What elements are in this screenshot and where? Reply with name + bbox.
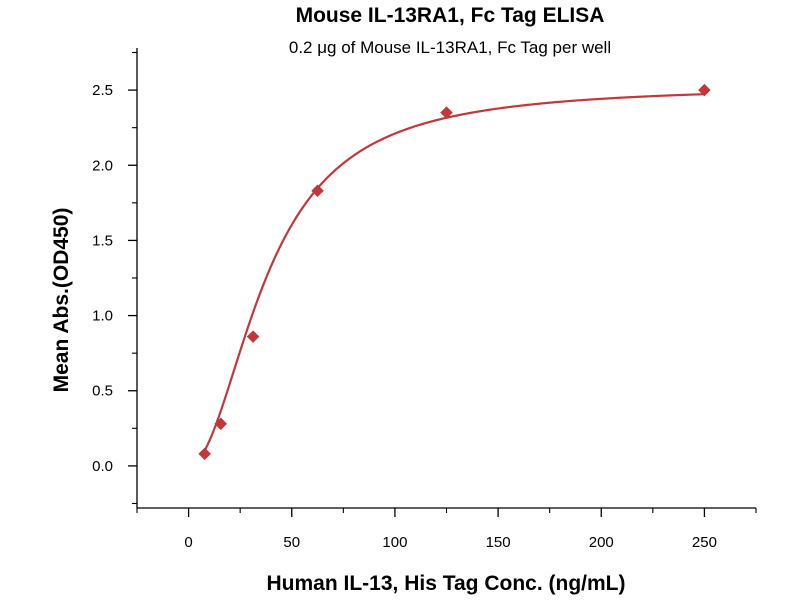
x-tick-label: 150 — [486, 534, 511, 551]
chart-title: Mouse IL-13RA1, Fc Tag ELISA — [295, 4, 605, 27]
y-tick-label: 0.5 — [92, 383, 113, 400]
x-axis-title: Human IL-13, His Tag Conc. (ng/mL) — [267, 572, 626, 595]
y-axis-title: Mean Abs.(OD450) — [50, 208, 73, 393]
y-tick-label: 1.5 — [92, 232, 113, 249]
fit-curve-layer — [203, 93, 705, 452]
data-point — [214, 417, 228, 431]
x-tick-label: 50 — [283, 534, 300, 551]
data-point — [440, 106, 453, 119]
x-tick-label: 250 — [692, 534, 717, 551]
x-tick-label: 0 — [184, 534, 192, 551]
data-points-layer — [198, 83, 711, 461]
data-point — [246, 330, 260, 343]
data-point — [698, 83, 711, 97]
x-tick-label: 200 — [589, 534, 614, 551]
data-point — [198, 447, 212, 461]
y-tick-label: 1.0 — [92, 308, 113, 325]
y-tick-label: 2.0 — [92, 157, 113, 174]
fit-curve — [203, 93, 705, 452]
x-tick-label: 100 — [382, 534, 407, 551]
data-point — [311, 184, 324, 198]
axes: 0 50 100 150 200 250 0.0 0.5 1.0 1.5 2.0 2.5 — [92, 48, 757, 551]
chart-subtitle: 0.2 μg of Mouse IL-13RA1, Fc Tag per wel… — [288, 38, 612, 57]
y-tick-label: 0.0 — [92, 458, 113, 475]
y-tick-label: 2.5 — [92, 82, 113, 99]
